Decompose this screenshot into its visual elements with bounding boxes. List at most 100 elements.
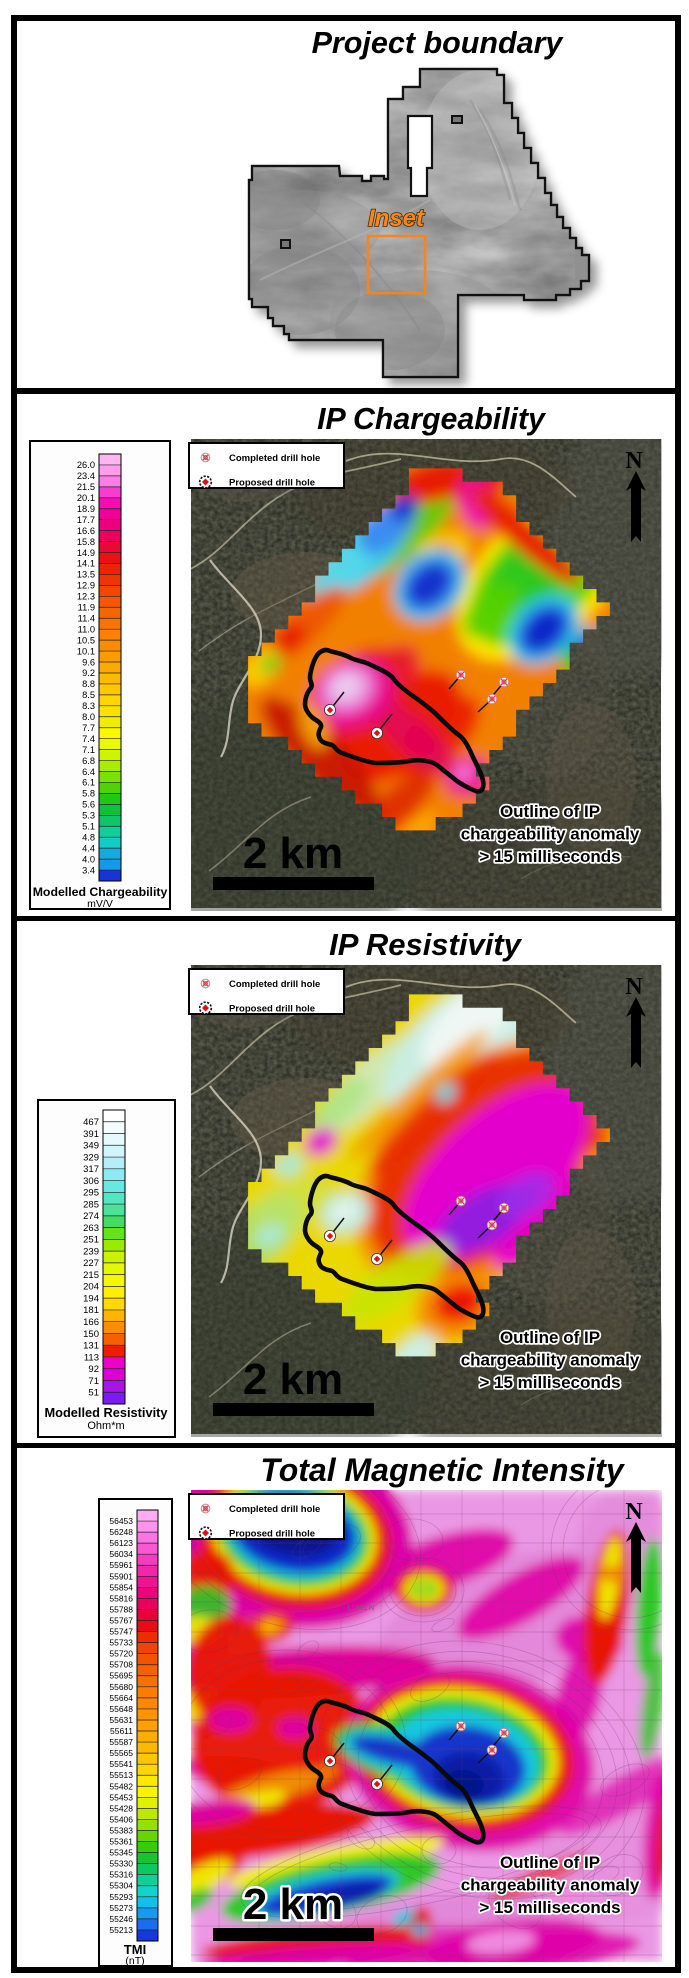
svg-text:6.4: 6.4 <box>82 767 95 777</box>
svg-text:55587: 55587 <box>109 1737 133 1747</box>
svg-text:> 15 milliseconds: > 15 milliseconds <box>479 1373 620 1392</box>
svg-text:55767: 55767 <box>109 1615 133 1625</box>
svg-text:55611: 55611 <box>110 1726 133 1736</box>
svg-text:55293: 55293 <box>109 1892 133 1902</box>
svg-text:N: N <box>625 448 643 474</box>
svg-text:Proposed drill hole: Proposed drill hole <box>229 1529 315 1540</box>
svg-text:TMI: TMI <box>124 1942 146 1957</box>
svg-text:467: 467 <box>83 1117 99 1128</box>
svg-text:N: N <box>625 974 643 1000</box>
svg-text:12.3: 12.3 <box>77 592 95 602</box>
svg-text:55720: 55720 <box>109 1649 133 1659</box>
svg-text:55345: 55345 <box>109 1848 133 1858</box>
svg-text:55816: 55816 <box>109 1593 133 1603</box>
svg-text:Ohm*m: Ohm*m <box>87 1420 124 1432</box>
svg-text:N: N <box>625 1499 643 1525</box>
svg-text:181: 181 <box>83 1305 99 1316</box>
svg-text:11.0: 11.0 <box>78 624 95 634</box>
svg-text:14.1: 14.1 <box>77 559 95 569</box>
svg-text:71: 71 <box>88 1376 99 1387</box>
svg-text:55565: 55565 <box>109 1748 133 1758</box>
svg-text:2 km: 2 km <box>243 829 343 878</box>
svg-text:55453: 55453 <box>109 1792 133 1802</box>
svg-text:92: 92 <box>88 1364 99 1375</box>
svg-text:51: 51 <box>88 1388 99 1399</box>
svg-text:239: 239 <box>83 1246 99 1257</box>
svg-text:166: 166 <box>83 1317 99 1328</box>
svg-text:IP Resistivity: IP Resistivity <box>329 927 523 962</box>
svg-text:7.7: 7.7 <box>82 723 95 733</box>
svg-text:12.9: 12.9 <box>77 581 95 591</box>
svg-text:3.4: 3.4 <box>82 865 95 875</box>
svg-text:9.6: 9.6 <box>82 657 95 667</box>
svg-text:55541: 55541 <box>109 1759 133 1769</box>
svg-text:chargeability anomaly: chargeability anomaly <box>461 1876 640 1895</box>
svg-text:194: 194 <box>83 1293 99 1304</box>
svg-text:9.2: 9.2 <box>82 668 95 678</box>
svg-text:55428: 55428 <box>109 1803 133 1813</box>
svg-text:23.4: 23.4 <box>77 471 95 481</box>
svg-text:15.8: 15.8 <box>77 537 95 547</box>
svg-text:317: 317 <box>83 1164 99 1175</box>
svg-text:7.4: 7.4 <box>82 734 95 744</box>
svg-text:55246: 55246 <box>109 1914 133 1924</box>
svg-text:chargeability anomaly: chargeability anomaly <box>461 1351 640 1370</box>
svg-text:55733: 55733 <box>109 1638 133 1648</box>
svg-text:55680: 55680 <box>109 1682 133 1692</box>
svg-text:26.0: 26.0 <box>77 460 95 470</box>
svg-text:150: 150 <box>83 1329 99 1340</box>
svg-text:20.1: 20.1 <box>77 493 95 503</box>
svg-text:Proposed drill hole: Proposed drill hole <box>229 478 315 489</box>
svg-text:55316: 55316 <box>109 1870 133 1880</box>
svg-text:295: 295 <box>83 1188 99 1199</box>
svg-text:55482: 55482 <box>109 1781 133 1791</box>
svg-text:Outline of IP: Outline of IP <box>500 1328 600 1347</box>
svg-text:55961: 55961 <box>109 1560 133 1570</box>
svg-text:(nT): (nT) <box>125 1955 144 1967</box>
svg-text:56034: 56034 <box>109 1549 133 1559</box>
svg-text:56248: 56248 <box>109 1527 133 1537</box>
svg-text:7.1: 7.1 <box>82 745 95 755</box>
svg-text:55747: 55747 <box>109 1627 133 1637</box>
svg-text:21.5: 21.5 <box>77 482 95 492</box>
svg-text:274: 274 <box>83 1211 99 1222</box>
svg-text:5.1: 5.1 <box>82 822 95 832</box>
svg-text:Modelled Resistivity: Modelled Resistivity <box>44 1405 168 1420</box>
svg-text:Completed drill hole: Completed drill hole <box>229 979 320 990</box>
svg-text:Proposed drill hole: Proposed drill hole <box>229 1004 315 1015</box>
svg-text:55513: 55513 <box>109 1770 133 1780</box>
svg-text:251: 251 <box>83 1235 99 1246</box>
svg-text:8.3: 8.3 <box>82 701 95 711</box>
svg-text:8.5: 8.5 <box>82 690 95 700</box>
svg-text:11.9: 11.9 <box>78 603 95 613</box>
svg-text:329: 329 <box>83 1152 99 1163</box>
svg-text:55664: 55664 <box>109 1693 133 1703</box>
svg-text:55854: 55854 <box>109 1582 133 1592</box>
svg-text:Project boundary: Project boundary <box>312 26 565 60</box>
svg-text:5.6: 5.6 <box>82 800 95 810</box>
svg-text:6.1: 6.1 <box>82 778 95 788</box>
svg-text:5.3: 5.3 <box>82 811 95 821</box>
svg-text:8.8: 8.8 <box>82 679 95 689</box>
svg-text:391: 391 <box>83 1129 99 1140</box>
svg-text:55304: 55304 <box>109 1881 133 1891</box>
svg-text:2 km: 2 km <box>243 1355 343 1404</box>
svg-text:4.8: 4.8 <box>82 832 95 842</box>
svg-text:55383: 55383 <box>109 1825 133 1835</box>
svg-text:13.5: 13.5 <box>77 570 95 580</box>
svg-text:18.9: 18.9 <box>77 504 95 514</box>
svg-text:131: 131 <box>83 1341 99 1352</box>
svg-text:Modelled Chargeability: Modelled Chargeability <box>33 885 168 899</box>
svg-text:55695: 55695 <box>109 1671 133 1681</box>
svg-text:56453: 56453 <box>109 1516 133 1526</box>
svg-text:Outline of IP: Outline of IP <box>500 1853 600 1872</box>
svg-text:16.6: 16.6 <box>77 526 95 536</box>
svg-text:11.4: 11.4 <box>78 613 95 623</box>
svg-text:L1961 N: L1961 N <box>348 1605 374 1612</box>
svg-text:263: 263 <box>83 1223 99 1234</box>
svg-text:55788: 55788 <box>109 1604 133 1614</box>
svg-text:113: 113 <box>84 1352 99 1363</box>
svg-text:55361: 55361 <box>109 1837 133 1847</box>
svg-text:6.8: 6.8 <box>82 756 95 766</box>
svg-text:55330: 55330 <box>109 1859 133 1869</box>
